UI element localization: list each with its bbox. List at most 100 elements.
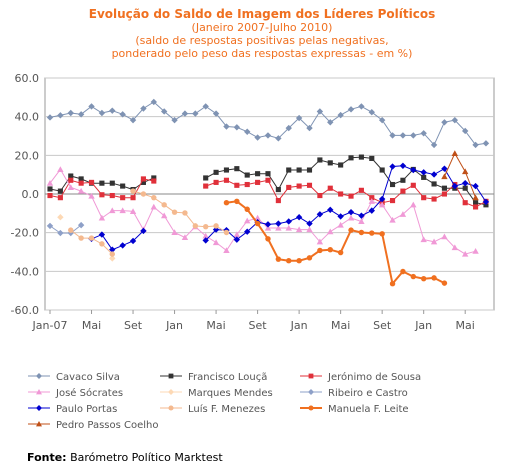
data-point [348, 155, 354, 161]
series-2 [47, 176, 489, 210]
data-point [57, 112, 64, 119]
data-point [472, 182, 479, 190]
data-point [46, 114, 54, 121]
data-point [441, 119, 448, 126]
data-point [358, 218, 365, 225]
data-point [213, 169, 219, 175]
data-point [109, 255, 116, 262]
data-point [192, 110, 199, 117]
x-axis: Jan-07 Mai Set Jan Mai Set Jan Mai Set Jan Mai [32, 310, 475, 332]
legend-label: Ribeiro e Castro [328, 388, 408, 399]
data-point [119, 207, 126, 214]
data-point [244, 228, 251, 235]
legend-item: Paulo Portas [28, 404, 117, 415]
series-0 [46, 98, 490, 149]
y-tick-label: 0.0 [22, 188, 40, 201]
data-point [233, 236, 241, 243]
data-point [254, 134, 261, 141]
x-tick-label: Jan [165, 319, 183, 332]
data-point [306, 182, 313, 188]
data-point [308, 389, 314, 395]
data-point [202, 103, 209, 110]
legend-label: Francisco Louçã [188, 372, 267, 383]
data-point [400, 188, 406, 194]
series-line [443, 152, 477, 198]
data-point [47, 186, 53, 192]
data-point [109, 207, 116, 214]
data-point [358, 154, 364, 160]
legend-item: Pedro Passos Coelho [28, 420, 159, 431]
data-point [36, 405, 42, 411]
data-point [233, 124, 241, 131]
data-point [129, 116, 137, 124]
data-point [244, 172, 250, 178]
data-point [168, 373, 174, 379]
data-point [57, 229, 64, 237]
data-point [327, 119, 334, 126]
series-7 [68, 188, 230, 257]
data-point [233, 231, 241, 238]
legend-item: Luís F. Menezes [160, 403, 265, 415]
data-point [327, 206, 334, 214]
data-point [223, 177, 230, 183]
data-point [317, 247, 323, 254]
data-point [337, 111, 344, 119]
data-point [88, 235, 95, 241]
legend-label: Manuela F. Leite [328, 404, 409, 415]
data-point [168, 405, 174, 411]
data-point [244, 181, 250, 188]
legend-label: Cavaco Silva [56, 372, 120, 383]
data-point [306, 226, 313, 233]
data-point [130, 195, 136, 201]
data-point [389, 163, 396, 170]
data-point [410, 166, 417, 174]
data-point [202, 232, 209, 239]
data-point [36, 373, 42, 379]
data-point [234, 166, 240, 172]
data-point [88, 179, 95, 185]
data-point [109, 192, 115, 199]
series-8 [223, 198, 448, 287]
data-point [57, 188, 63, 194]
data-point [99, 192, 105, 198]
data-point [317, 192, 323, 199]
data-point [369, 155, 375, 161]
data-point [140, 179, 146, 185]
data-point [46, 222, 54, 230]
data-point [67, 184, 74, 190]
data-point [109, 246, 116, 253]
data-point [99, 180, 105, 186]
data-point [77, 187, 85, 194]
data-point [347, 106, 355, 113]
data-point [150, 98, 157, 106]
data-point [482, 140, 490, 147]
data-point [296, 167, 302, 173]
data-point [78, 176, 84, 182]
data-point [378, 116, 386, 124]
data-point [399, 132, 407, 139]
data-point [202, 223, 209, 230]
data-point [358, 229, 365, 236]
data-point [181, 110, 189, 117]
data-point [347, 208, 355, 216]
legend-item: Francisco Louçã [160, 372, 267, 383]
data-point [451, 116, 459, 124]
data-point [420, 130, 427, 137]
data-point [275, 220, 282, 227]
y-tick-label: 20.0 [15, 149, 40, 162]
legend-item: Marques Mendes [160, 388, 273, 399]
data-point [171, 229, 178, 236]
data-point [368, 207, 375, 214]
legend-item: Manuela F. Leite [300, 404, 409, 415]
data-point [265, 236, 271, 242]
data-point [150, 203, 157, 210]
data-point [358, 212, 365, 219]
data-point [244, 217, 251, 224]
data-point [140, 191, 147, 197]
data-point [244, 128, 251, 135]
data-point [109, 180, 115, 186]
data-point [57, 166, 64, 173]
x-tick-label: Mai [82, 319, 101, 332]
y-tick-label: 40.0 [15, 111, 40, 124]
